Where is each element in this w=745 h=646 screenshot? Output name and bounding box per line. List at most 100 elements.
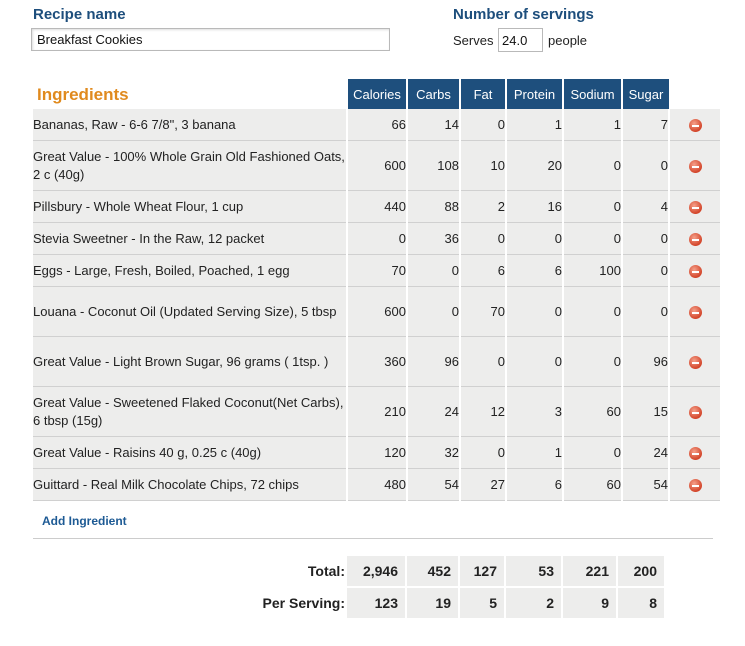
ingredient-sodium: 0 [562,222,622,255]
remove-circle-icon[interactable] [688,265,702,279]
remove-circle-icon[interactable] [688,447,702,461]
ingredient-sugar: 4 [621,190,669,223]
ingredient-carbs: 0 [406,254,460,287]
ingredient-fat: 12 [459,386,506,437]
col-carbs: Carbs [406,79,460,109]
total-value: 53 [506,556,561,586]
per-serving-value: 5 [460,588,504,618]
ingredient-calories: 600 [346,286,407,337]
remove-circle-icon[interactable] [688,160,702,174]
total-value: 200 [618,556,664,586]
ingredient-protein: 6 [505,468,563,501]
ingredients-header-spacer [33,79,347,109]
recipe-name-input[interactable] [31,28,390,51]
ingredient-row: Louana - Coconut Oil (Updated Serving Si… [33,286,720,337]
ingredient-carbs: 32 [406,436,460,469]
ingredient-sodium: 100 [562,254,622,287]
ingredient-fat: 0 [459,336,506,387]
total-label: Total: [307,563,345,579]
ingredient-carbs: 36 [406,222,460,255]
ingredient-name: Great Value - Raisins 40 g, 0.25 c (40g) [33,436,347,469]
per-serving-label: Per Serving: [262,595,345,611]
ingredient-sodium: 1 [562,109,622,141]
ingredient-fat: 0 [459,109,506,141]
remove-ingredient-button[interactable] [668,222,720,255]
ingredient-fat: 6 [459,254,506,287]
ingredient-sodium: 0 [562,140,622,191]
ingredient-protein: 0 [505,336,563,387]
col-calories: Calories [346,79,407,109]
ingredient-name: Great Value - Light Brown Sugar, 96 gram… [33,336,347,387]
ingredient-row: Eggs - Large, Fresh, Boiled, Poached, 1 … [33,254,720,287]
ingredient-row: Great Value - 100% Whole Grain Old Fashi… [33,140,720,191]
ingredient-name: Pillsbury - Whole Wheat Flour, 1 cup [33,190,347,223]
remove-circle-icon[interactable] [688,406,702,420]
remove-circle-icon[interactable] [688,201,702,215]
col-sugar: Sugar [621,79,669,109]
ingredient-name: Louana - Coconut Oil (Updated Serving Si… [33,286,347,337]
ingredient-sodium: 0 [562,436,622,469]
remove-circle-icon[interactable] [688,233,702,247]
ingredient-sodium: 60 [562,386,622,437]
remove-ingredient-button[interactable] [668,336,720,387]
remove-ingredient-button[interactable] [668,436,720,469]
remove-circle-icon[interactable] [688,119,702,133]
ingredient-sodium: 0 [562,286,622,337]
total-value: 221 [563,556,616,586]
ingredient-carbs: 54 [406,468,460,501]
ingredient-fat: 0 [459,222,506,255]
ingredient-calories: 480 [346,468,407,501]
ingredient-sugar: 54 [621,468,669,501]
remove-circle-icon[interactable] [688,356,702,370]
remove-ingredient-button[interactable] [668,468,720,501]
ingredient-protein: 1 [505,109,563,141]
ingredient-calories: 600 [346,140,407,191]
divider [33,538,713,539]
total-value: 2,946 [347,556,405,586]
recipe-name-label: Recipe name [33,6,126,23]
ingredient-carbs: 96 [406,336,460,387]
ingredient-protein: 0 [505,286,563,337]
col-sodium: Sodium [562,79,622,109]
remove-circle-icon[interactable] [688,306,702,320]
ingredient-name: Stevia Sweetner - In the Raw, 12 packet [33,222,347,255]
total-value: 452 [407,556,458,586]
per-serving-value: 123 [347,588,405,618]
servings-label: Number of servings [453,6,594,23]
ingredient-carbs: 0 [406,286,460,337]
remove-ingredient-button[interactable] [668,386,720,437]
servings-input[interactable] [498,28,543,52]
ingredient-calories: 440 [346,190,407,223]
ingredient-sugar: 0 [621,222,669,255]
ingredient-protein: 1 [505,436,563,469]
ingredient-row: Bananas, Raw - 6-6 7/8", 3 banana 66 14 0 1 1… [33,109,720,141]
ingredient-fat: 10 [459,140,506,191]
remove-ingredient-button[interactable] [668,286,720,337]
ingredients-title: Ingredients [37,85,129,104]
ingredient-sodium: 0 [562,190,622,223]
ingredient-row: Great Value - Light Brown Sugar, 96 gram… [33,336,720,387]
ingredient-calories: 70 [346,254,407,287]
ingredient-protein: 3 [505,386,563,437]
ingredient-sugar: 96 [621,336,669,387]
ingredient-protein: 0 [505,222,563,255]
serves-suffix: people [548,33,588,48]
add-ingredient-link[interactable]: Add Ingredient [42,514,127,528]
ingredient-name: Guittard - Real Milk Chocolate Chips, 72… [33,468,347,501]
ingredient-carbs: 14 [406,109,460,141]
col-protein: Protein [505,79,563,109]
ingredient-row: Great Value - Sweetened Flaked Coconut(N… [33,386,720,437]
ingredients-table: Calories Carbs Fat Protein Sodium Sugar … [33,79,720,501]
remove-ingredient-button[interactable] [668,254,720,287]
ingredient-name: Great Value - 100% Whole Grain Old Fashi… [33,140,347,191]
remove-ingredient-button[interactable] [668,140,720,191]
header-spacer-right [669,79,720,109]
remove-ingredient-button[interactable] [668,109,720,141]
remove-ingredient-button[interactable] [668,190,720,223]
total-value: 127 [460,556,504,586]
ingredient-row: Guittard - Real Milk Chocolate Chips, 72… [33,468,720,501]
ingredient-carbs: 88 [406,190,460,223]
remove-circle-icon[interactable] [688,479,702,493]
ingredient-sugar: 0 [621,254,669,287]
ingredient-carbs: 24 [406,386,460,437]
